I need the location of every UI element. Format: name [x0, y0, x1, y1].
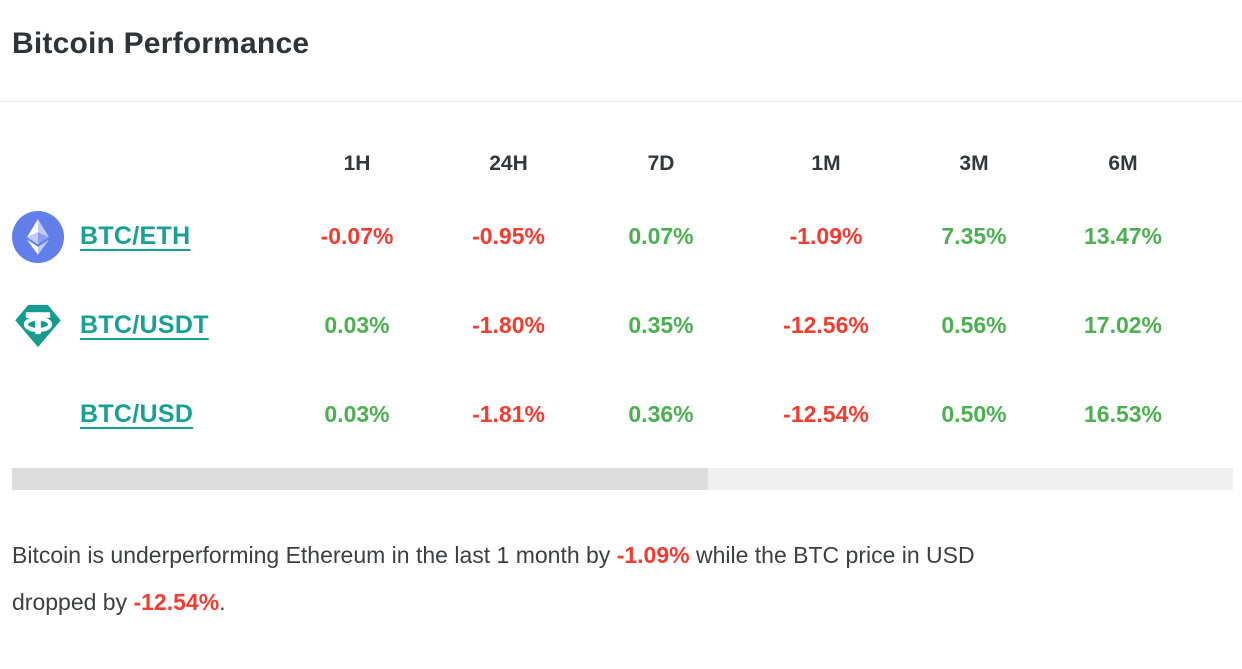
performance-table: 1H 24H 7D 1M 3M 6M BTC/ETH -0.07% -0.95% 0.07% -1…	[0, 136, 1242, 459]
table-header-row: 1H 24H 7D 1M 3M 6M	[12, 136, 1242, 192]
percent-change-value: 17.02%	[1083, 312, 1162, 338]
percent-change-value: 0.07%	[628, 223, 694, 249]
summary-text-segment: while the BTC price in USD	[689, 542, 975, 568]
percent-change-value: -12.54%	[783, 401, 869, 427]
summary-negative-value: -12.54%	[133, 589, 220, 615]
pair-cell: BTC/ETH	[12, 210, 282, 263]
table-row: BTC/ETH -0.07% -0.95% 0.07% -1.09% 7.35% 13.47…	[12, 192, 1242, 281]
summary-negative-value: -1.09%	[616, 542, 690, 568]
percent-change-value: 0.36%	[628, 401, 694, 427]
percent-change-value: -12.56%	[783, 312, 869, 338]
pair-link-btc-usd[interactable]: BTC/USD	[80, 400, 194, 428]
divider	[0, 101, 1242, 102]
percent-change-value: 0.50%	[941, 401, 1007, 427]
summary-text-segment: Bitcoin is underperforming Ethereum in t…	[12, 542, 617, 568]
column-header-24h: 24H	[489, 152, 528, 175]
percent-change-value: -0.07%	[320, 223, 394, 249]
us-flag-icon	[12, 389, 64, 441]
summary-text: Bitcoin is underperforming Ethereum in t…	[12, 532, 1230, 626]
summary-text-segment: .	[219, 589, 226, 615]
column-header-3m: 3M	[959, 152, 989, 175]
scrollbar-thumb[interactable]	[12, 468, 708, 490]
percent-change-value: -1.81%	[472, 401, 545, 427]
percent-change-value: -0.95%	[472, 223, 545, 249]
percent-change-value: -1.80%	[472, 312, 545, 338]
percent-change-value: 0.03%	[324, 401, 390, 427]
table-body: BTC/ETH -0.07% -0.95% 0.07% -1.09% 7.35% 13.47…	[12, 192, 1242, 459]
pair-link-btc-usdt[interactable]: BTC/USDT	[80, 311, 209, 339]
column-header-7d: 7D	[647, 152, 675, 175]
percent-change-value: 0.03%	[324, 312, 390, 338]
tether-icon	[12, 300, 64, 352]
horizontal-scrollbar[interactable]	[12, 468, 1233, 490]
column-header-6m: 6M	[1108, 152, 1138, 175]
percent-change-value: 7.35%	[941, 223, 1007, 249]
pair-cell: BTC/USD	[12, 389, 282, 441]
percent-change-value: 0.35%	[628, 312, 694, 338]
pair-link-btc-eth[interactable]: BTC/ETH	[80, 222, 191, 250]
percent-change-value: 0.56%	[941, 312, 1007, 338]
percent-change-value: 16.53%	[1083, 401, 1162, 427]
column-header-1m: 1M	[811, 152, 841, 175]
pair-cell: BTC/USDT	[12, 300, 282, 352]
percent-change-value: -1.09%	[789, 223, 863, 249]
column-header-1h: 1H	[343, 152, 371, 175]
page-title: Bitcoin Performance	[12, 27, 310, 60]
table-row: BTC/USDT 0.03% -1.80% 0.35% -12.56% 0.56% 17.0…	[12, 281, 1242, 370]
ethereum-icon	[12, 210, 64, 263]
table-row: BTC/USD 0.03% -1.81% 0.36% -12.54% 0.50% 16.53…	[12, 370, 1242, 459]
summary-text-segment: dropped by	[12, 589, 134, 615]
percent-change-value: 13.47%	[1083, 223, 1162, 249]
